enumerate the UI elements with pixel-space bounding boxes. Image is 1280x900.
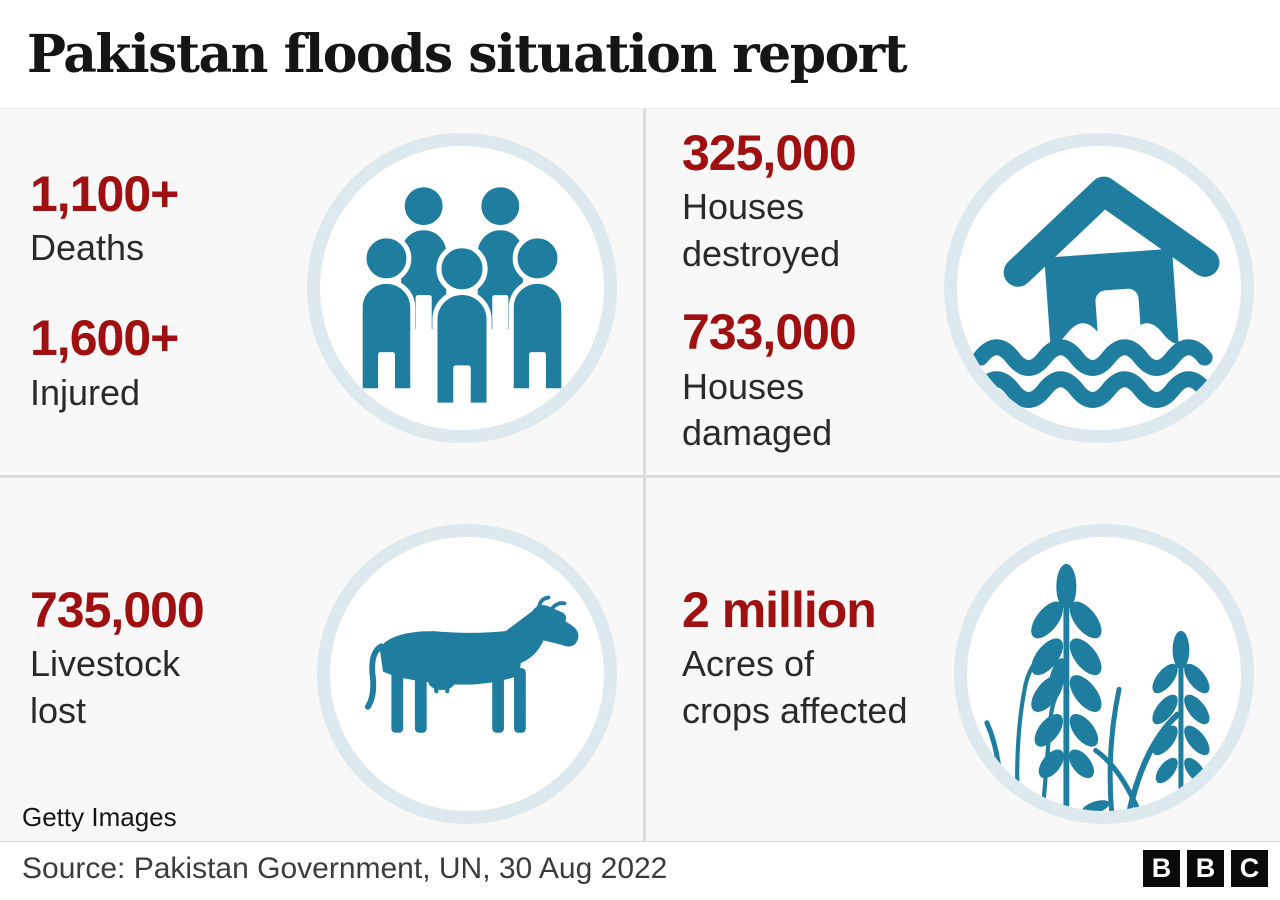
deaths-label: Deaths: [30, 227, 145, 269]
stat-houses-damaged: 733,000 Houses damaged: [682, 304, 857, 457]
injured-value: 1,600+: [30, 310, 179, 366]
casualties-stats: 1,100+ Deaths 1,600+ Injured: [30, 165, 179, 417]
stat-crops: 2 million Acres of crops affected: [682, 584, 907, 735]
livestock-label-1: Livestock: [30, 643, 181, 685]
stat-deaths: 1,100+ Deaths: [30, 165, 179, 272]
livestock-stats: 735,000 Livestock lost: [30, 581, 205, 735]
people-group-svg: [338, 156, 586, 421]
stat-injured: 1,600+ Injured: [30, 310, 179, 416]
wheat-crops-svg: [984, 563, 1232, 811]
livestock-value: 735,000: [30, 581, 205, 638]
cow-icon: [317, 523, 617, 824]
bbc-logo: B B C: [1143, 850, 1268, 887]
stats-grid: 1,100+ Deaths 1,600+ Injured: [0, 108, 1280, 842]
crops-value: 2 million: [682, 581, 877, 638]
cow-svg: [364, 595, 579, 733]
flooded-house-icon: [944, 133, 1254, 443]
houses-damaged-value: 733,000: [682, 304, 857, 360]
image-credit: Getty Images: [22, 802, 177, 832]
bbc-logo-letter-c: C: [1231, 850, 1268, 887]
houses-destroyed-label-2: destroyed: [682, 233, 841, 275]
header: Pakistan floods situation report: [0, 0, 1280, 108]
bbc-logo-letter-b2: B: [1187, 850, 1224, 887]
houses-damaged-label-2: damaged: [682, 412, 833, 454]
page-title: Pakistan floods situation report: [27, 23, 908, 85]
crops-label-1: Acres of: [682, 643, 815, 685]
stat-livestock: 735,000 Livestock lost: [30, 581, 205, 735]
wheat-crops-icon: [954, 523, 1254, 824]
houses-stats: 325,000 Houses destroyed 733,000 Houses …: [682, 124, 857, 457]
houses-destroyed-value: 325,000: [682, 124, 857, 181]
deaths-value: 1,100+: [30, 165, 179, 222]
stat-houses-destroyed: 325,000 Houses destroyed: [682, 124, 857, 278]
injured-label: Injured: [30, 371, 141, 413]
bbc-logo-letter-b1: B: [1143, 850, 1180, 887]
crops-stats: 2 million Acres of crops affected: [682, 584, 907, 735]
quadrant-livestock: 735,000 Livestock lost: [0, 478, 643, 841]
houses-damaged-label-1: Houses: [682, 365, 805, 407]
quadrant-crops: 2 million Acres of crops affected: [646, 478, 1280, 841]
people-group-icon: [307, 133, 617, 443]
source-text: Source: Pakistan Government, UN, 30 Aug …: [22, 851, 668, 885]
houses-destroyed-label-1: Houses: [682, 186, 805, 228]
footer: Source: Pakistan Government, UN, 30 Aug …: [0, 842, 1280, 899]
quadrant-houses: 325,000 Houses destroyed 733,000 Houses …: [646, 109, 1280, 475]
livestock-label-2: lost: [30, 690, 87, 732]
flooded-house-svg: [972, 176, 1220, 408]
crops-label-2: crops affected: [682, 690, 908, 732]
quadrant-casualties: 1,100+ Deaths 1,600+ Injured: [0, 109, 643, 475]
